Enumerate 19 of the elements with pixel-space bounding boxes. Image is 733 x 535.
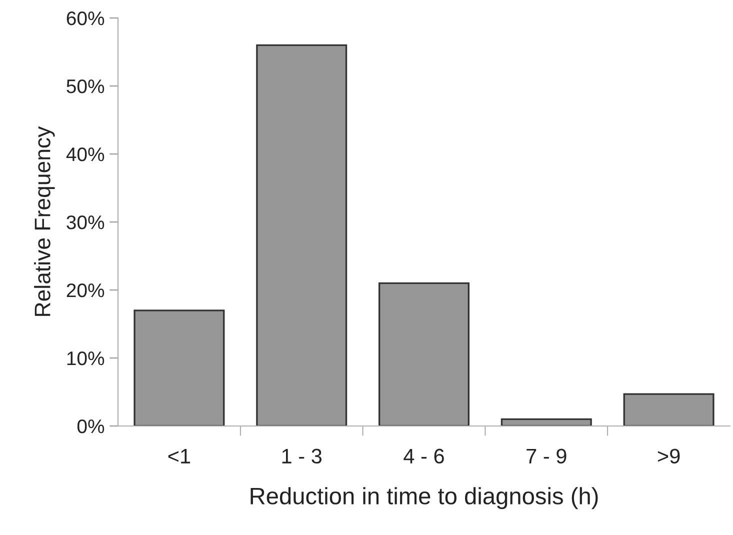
x-tick-label: <1 xyxy=(168,448,190,464)
x-axis-title: Reduction in time to diagnosis (h) xyxy=(250,487,598,510)
y-tick-label: 0% xyxy=(77,419,104,434)
y-axis-title: Relative Frequency xyxy=(34,126,55,316)
bar xyxy=(256,44,348,426)
y-tick-label: 60% xyxy=(66,11,104,26)
x-tick-label: 7 - 9 xyxy=(526,448,566,464)
y-tick-label: 20% xyxy=(66,283,104,298)
bar xyxy=(623,393,714,426)
y-tick-label: 40% xyxy=(66,147,104,162)
y-tick-label: 50% xyxy=(66,79,104,94)
y-tick-label: 10% xyxy=(67,351,104,366)
y-tick-label: 30% xyxy=(66,215,104,230)
bar xyxy=(378,282,470,426)
bar xyxy=(134,310,225,426)
bar xyxy=(500,418,592,426)
x-tick-label: 1 - 3 xyxy=(282,448,322,464)
x-tick-label: >9 xyxy=(658,448,680,464)
x-tick-label: 4 - 6 xyxy=(404,448,444,464)
